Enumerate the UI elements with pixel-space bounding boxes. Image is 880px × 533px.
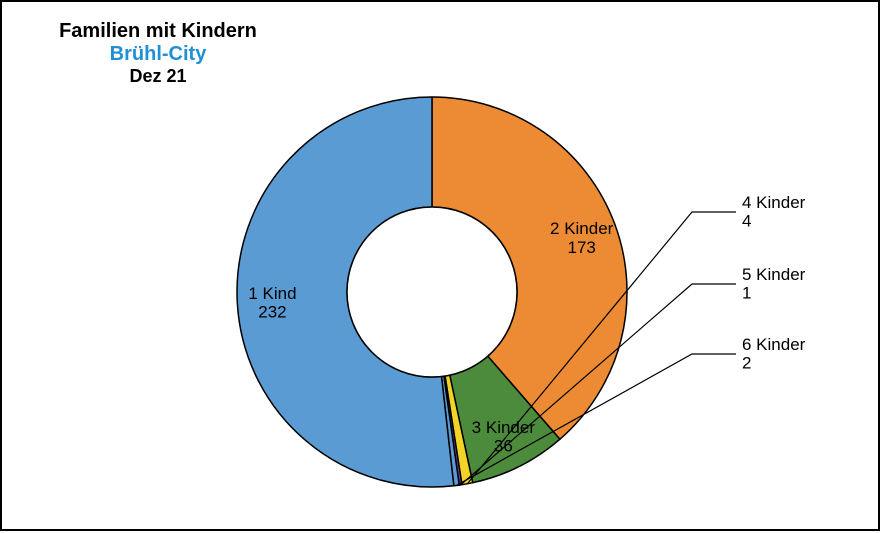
donut-hole (347, 207, 517, 377)
slice-label: 4 Kinder4 (742, 193, 806, 231)
donut-chart: 2 Kinder1733 Kinder364 Kinder45 Kinder16… (2, 2, 880, 533)
chart-frame: Familien mit Kindern Brühl-City Dez 21 2… (0, 0, 880, 531)
slice-label: 5 Kinder1 (742, 265, 806, 303)
slice-label: 6 Kinder2 (742, 335, 806, 373)
